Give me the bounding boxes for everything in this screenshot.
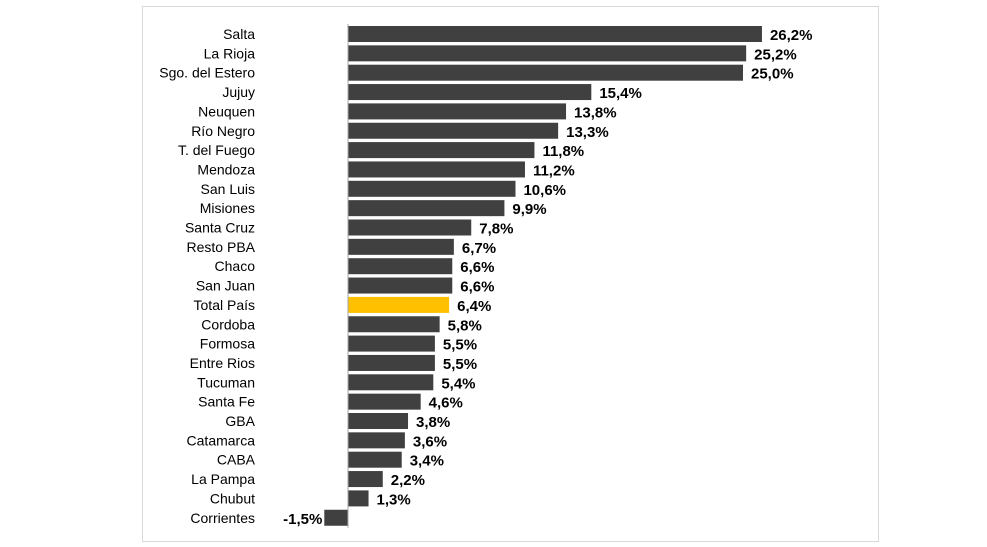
bar-la-rioja — [348, 45, 747, 62]
category-label-santa-fe: Santa Fe — [198, 394, 255, 410]
category-label-catamarca: Catamarca — [187, 432, 256, 448]
value-label-san-juan: 6,6% — [460, 279, 494, 296]
bar-resto-pba — [348, 238, 454, 255]
bar-chart: Salta 26,2% La Rioja 25,2% Sgo. del Estero 25… — [159, 24, 813, 528]
category-label-san-luis: San Luis — [201, 181, 255, 197]
value-label-mendoza: 11,2% — [533, 162, 575, 179]
category-label-sgo-del-estero: Sgo. del Estero — [159, 65, 255, 81]
bar-sgo-del-estero — [348, 64, 743, 81]
bar-san-luis — [348, 180, 516, 197]
value-label-salta: 26,2% — [770, 27, 813, 44]
bar-gba — [348, 413, 409, 429]
category-label-tucuman: Tucuman — [197, 374, 255, 390]
bar-caba — [348, 451, 402, 468]
category-label-t-del-fuego: T. del Fuego — [178, 142, 255, 158]
category-label-entre-rios: Entre Rios — [190, 355, 255, 371]
value-label-neuquen: 13,8% — [574, 104, 617, 121]
category-label-la-pampa: La Pampa — [191, 471, 255, 487]
bar-corrientes — [324, 509, 348, 526]
category-label-santa-cruz: Santa Cruz — [185, 220, 255, 236]
value-label-la-rioja: 25,2% — [754, 46, 797, 63]
category-label-corrientes: Corrientes — [190, 510, 255, 526]
category-label-formosa: Formosa — [200, 336, 255, 352]
category-label-misiones: Misiones — [200, 200, 255, 216]
category-label-chaco: Chaco — [215, 258, 256, 274]
value-label-tucuman: 5,4% — [441, 375, 475, 392]
bar-rio-negro — [348, 122, 559, 139]
bar-chubut — [348, 490, 369, 507]
bar-santa-fe — [348, 393, 421, 410]
value-label-santa-fe: 4,6% — [429, 395, 463, 412]
bar-t-del-fuego — [348, 142, 535, 159]
bar-neuquen — [348, 103, 567, 120]
bar-entre-rios — [348, 354, 435, 371]
category-label-jujuy: Jujuy — [222, 84, 255, 100]
category-label-la-rioja: La Rioja — [204, 45, 256, 61]
bar-chaco — [348, 258, 453, 275]
value-label-caba: 3,4% — [410, 453, 444, 470]
bar-cordoba — [348, 316, 440, 333]
chart-frame: Salta 26,2% La Rioja 25,2% Sgo. del Estero 25… — [142, 6, 879, 542]
bar-catamarca — [348, 432, 405, 449]
bar-la-pampa — [348, 471, 383, 488]
bar-tucuman — [348, 374, 434, 391]
category-label-salta: Salta — [223, 26, 255, 42]
bar-salta — [348, 26, 762, 42]
bar-mendoza — [348, 161, 525, 178]
category-label-chubut: Chubut — [210, 490, 255, 506]
bar-total-pais — [348, 296, 450, 313]
category-label-resto-pba: Resto PBA — [187, 239, 256, 255]
bar-formosa — [348, 335, 435, 352]
value-label-cordoba: 5,8% — [448, 317, 482, 334]
value-label-total-pais: 6,4% — [457, 298, 491, 315]
value-label-chubut: 1,3% — [377, 491, 411, 508]
category-label-neuquen: Neuquen — [198, 103, 255, 119]
category-label-cordoba: Cordoba — [201, 316, 255, 332]
bar-san-juan — [348, 277, 453, 294]
value-label-entre-rios: 5,5% — [443, 356, 477, 373]
value-label-t-del-fuego: 11,8% — [542, 143, 584, 160]
value-label-misiones: 9,9% — [512, 201, 546, 218]
category-label-mendoza: Mendoza — [197, 161, 255, 177]
category-label-caba: CABA — [217, 452, 256, 468]
value-label-san-luis: 10,6% — [523, 182, 566, 199]
category-label-san-juan: San Juan — [196, 278, 255, 294]
value-label-gba: 3,8% — [416, 414, 450, 431]
value-label-santa-cruz: 7,8% — [479, 221, 513, 238]
value-label-resto-pba: 6,7% — [462, 240, 496, 257]
value-label-rio-negro: 13,3% — [566, 124, 609, 141]
value-label-catamarca: 3,6% — [413, 433, 447, 450]
bar-misiones — [348, 200, 505, 217]
value-label-jujuy: 15,4% — [599, 85, 642, 102]
labels-layer: Salta 26,2% La Rioja 25,2% Sgo. del Estero 25… — [159, 26, 812, 528]
value-label-la-pampa: 2,2% — [391, 472, 425, 489]
value-label-chaco: 6,6% — [460, 259, 494, 276]
bar-jujuy — [348, 84, 592, 101]
value-label-sgo-del-estero: 25,0% — [751, 66, 794, 83]
value-label-formosa: 5,5% — [443, 337, 477, 354]
bars-layer — [324, 24, 762, 528]
category-label-total-pais: Total País — [194, 297, 255, 313]
category-label-gba: GBA — [225, 413, 255, 429]
bar-santa-cruz — [348, 219, 472, 236]
category-label-rio-negro: Río Negro — [191, 123, 255, 139]
value-label-corrientes: -1,5% — [283, 511, 322, 528]
